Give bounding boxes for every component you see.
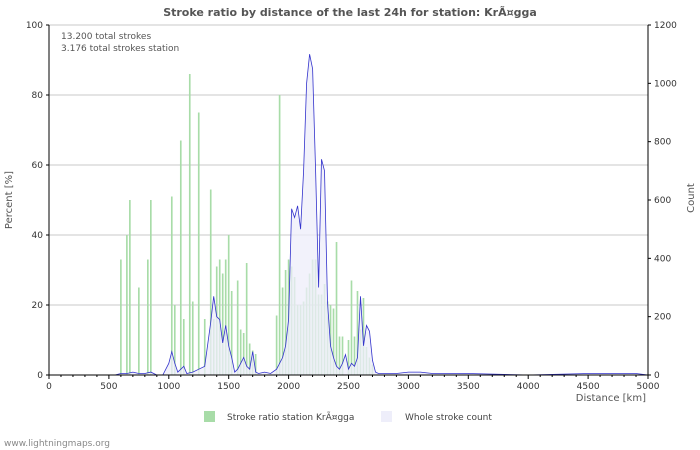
y-right-tick-label: 1000 (654, 79, 677, 89)
legend: Stroke ratio station KrÃ¤gga Whole strok… (204, 411, 492, 423)
x-tick-label: 1500 (217, 382, 240, 392)
y-left-tick-label: 0 (37, 371, 43, 381)
ratio-bar (356, 291, 359, 375)
ratio-bar (170, 196, 173, 375)
ratio-bar (254, 354, 257, 375)
ratio-bar (239, 329, 242, 375)
ratio-bar (120, 259, 122, 375)
ratio-bar (209, 189, 212, 375)
y-left-tick-label: 100 (26, 21, 43, 31)
x-tick-label: 3500 (457, 382, 480, 392)
y-left-tick-label: 60 (32, 161, 44, 171)
legend-swatch-count (381, 411, 392, 422)
ratio-bar (341, 336, 344, 375)
ratio-bar (236, 280, 239, 375)
x-tick-label: 2000 (277, 382, 300, 392)
x-tick-label: 5000 (637, 382, 660, 392)
footer-credit: www.lightningmaps.org (4, 439, 110, 449)
ratio-bar (245, 263, 248, 375)
ratio-bar (126, 235, 128, 375)
ratio-bar (138, 287, 140, 375)
ratio-bar (182, 319, 185, 375)
count-line (49, 54, 649, 376)
x-axis-label: Distance [km] (576, 393, 646, 404)
ratio-bar (338, 336, 341, 375)
y-right-tick-label: 200 (654, 313, 671, 323)
ratio-bar (275, 315, 278, 375)
y-right-tick-label: 800 (654, 138, 671, 148)
y-right-tick-label: 600 (654, 196, 671, 206)
ratio-bar (329, 305, 332, 375)
x-tick-label: 4500 (577, 382, 600, 392)
x-tick-label: 2500 (337, 382, 360, 392)
info-station-strokes: 3.176 total strokes station (61, 44, 179, 54)
ratio-bar (150, 200, 152, 375)
ratio-bar (362, 298, 365, 375)
legend-label-count: Whole stroke count (405, 413, 492, 423)
ratio-bar (218, 259, 221, 375)
y-right-tick-label: 1200 (654, 21, 677, 31)
ratio-bar (203, 319, 206, 375)
ratio-bar (179, 140, 182, 375)
ratio-bar (332, 308, 335, 375)
info-total-strokes: 13.200 total strokes (61, 32, 151, 42)
ratio-bar (129, 200, 131, 375)
ratio-bar (281, 287, 284, 375)
y-right-tick-label: 400 (654, 254, 671, 264)
count-area (49, 54, 649, 376)
ratio-bar (221, 273, 224, 375)
ratio-bar (191, 301, 194, 375)
legend-label-ratio: Stroke ratio station KrÃ¤gga (227, 412, 354, 423)
y-left-tick-label: 20 (32, 301, 44, 311)
x-tick-label: 0 (46, 382, 52, 392)
y-left-tick-label: 40 (32, 231, 44, 241)
y-left-tick-label: 80 (32, 91, 44, 101)
ratio-bar (230, 291, 233, 375)
ratio-bar (350, 280, 353, 375)
ratio-bar (227, 235, 230, 375)
x-tick-label: 4000 (517, 382, 540, 392)
x-tick-label: 500 (100, 382, 117, 392)
grid (49, 24, 648, 306)
ratio-bar (278, 95, 281, 375)
ratio-bar (248, 343, 251, 375)
ratio-bar (224, 259, 227, 375)
ratio-bar (147, 259, 149, 375)
y-right-tick-label: 0 (654, 371, 660, 381)
ratio-bar (242, 333, 245, 375)
ratio-bar (173, 305, 176, 375)
ratio-bar (335, 242, 338, 375)
x-tick-label: 3000 (397, 382, 420, 392)
chart-title: Stroke ratio by distance of the last 24h… (163, 6, 537, 19)
x-tick-label: 1000 (157, 382, 180, 392)
ratio-bar (347, 340, 350, 375)
y-left-axis-label: Percent [%] (4, 171, 15, 229)
y-right-axis-label: Count (686, 183, 697, 213)
ratio-bar (197, 112, 200, 375)
ratio-bar (188, 74, 191, 375)
ratio-bar (353, 336, 356, 375)
legend-swatch-ratio (204, 411, 215, 422)
ratio-bar (284, 270, 287, 375)
axes: 0 500 1000 1500 2000 2500 3000 3500 4000 4500 5000… (26, 21, 677, 392)
